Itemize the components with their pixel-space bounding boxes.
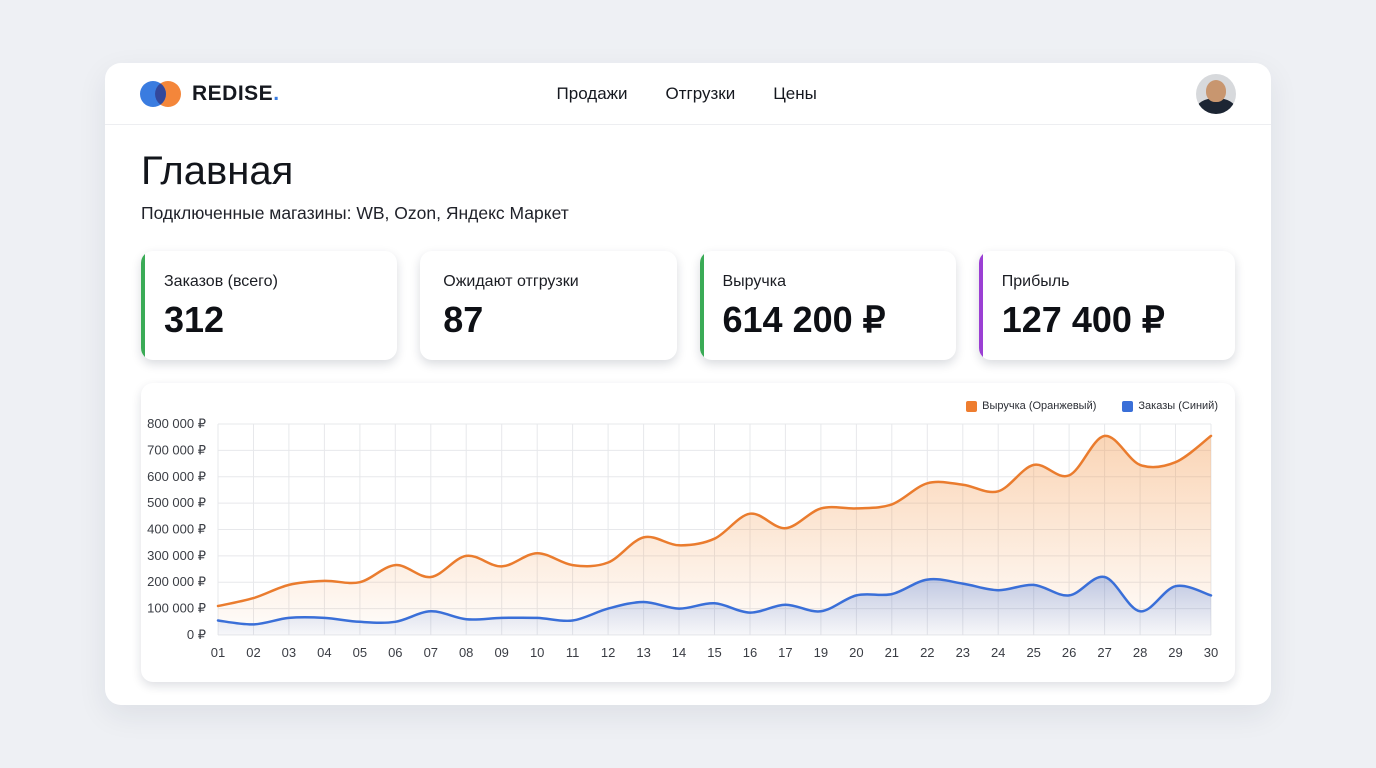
svg-text:03: 03 bbox=[282, 645, 296, 660]
svg-text:100 000 ₽: 100 000 ₽ bbox=[147, 601, 206, 616]
svg-text:28: 28 bbox=[1133, 645, 1147, 660]
svg-text:13: 13 bbox=[636, 645, 650, 660]
svg-text:200 000 ₽: 200 000 ₽ bbox=[147, 574, 206, 589]
svg-text:0 ₽: 0 ₽ bbox=[187, 627, 206, 642]
svg-text:300 000 ₽: 300 000 ₽ bbox=[147, 548, 206, 563]
svg-text:600 000 ₽: 600 000 ₽ bbox=[147, 469, 206, 484]
svg-text:15: 15 bbox=[707, 645, 721, 660]
svg-text:17: 17 bbox=[778, 645, 792, 660]
svg-text:12: 12 bbox=[601, 645, 615, 660]
svg-text:16: 16 bbox=[743, 645, 757, 660]
svg-text:02: 02 bbox=[246, 645, 260, 660]
svg-text:22: 22 bbox=[920, 645, 934, 660]
svg-text:29: 29 bbox=[1168, 645, 1182, 660]
svg-text:27: 27 bbox=[1097, 645, 1111, 660]
svg-text:23: 23 bbox=[956, 645, 970, 660]
svg-text:20: 20 bbox=[849, 645, 863, 660]
svg-text:700 000 ₽: 700 000 ₽ bbox=[147, 442, 206, 457]
svg-text:11: 11 bbox=[566, 645, 580, 660]
svg-text:04: 04 bbox=[317, 645, 331, 660]
svg-text:05: 05 bbox=[353, 645, 367, 660]
svg-text:14: 14 bbox=[672, 645, 686, 660]
svg-text:400 000 ₽: 400 000 ₽ bbox=[147, 522, 206, 537]
svg-text:21: 21 bbox=[885, 645, 899, 660]
svg-text:01: 01 bbox=[211, 645, 225, 660]
svg-text:800 000 ₽: 800 000 ₽ bbox=[147, 416, 206, 431]
svg-text:25: 25 bbox=[1026, 645, 1040, 660]
svg-text:19: 19 bbox=[814, 645, 828, 660]
svg-text:24: 24 bbox=[991, 645, 1005, 660]
svg-text:26: 26 bbox=[1062, 645, 1076, 660]
svg-text:08: 08 bbox=[459, 645, 473, 660]
svg-text:500 000 ₽: 500 000 ₽ bbox=[147, 495, 206, 510]
svg-text:30: 30 bbox=[1204, 645, 1218, 660]
svg-text:09: 09 bbox=[494, 645, 508, 660]
svg-text:06: 06 bbox=[388, 645, 402, 660]
svg-text:10: 10 bbox=[530, 645, 544, 660]
svg-text:07: 07 bbox=[424, 645, 438, 660]
